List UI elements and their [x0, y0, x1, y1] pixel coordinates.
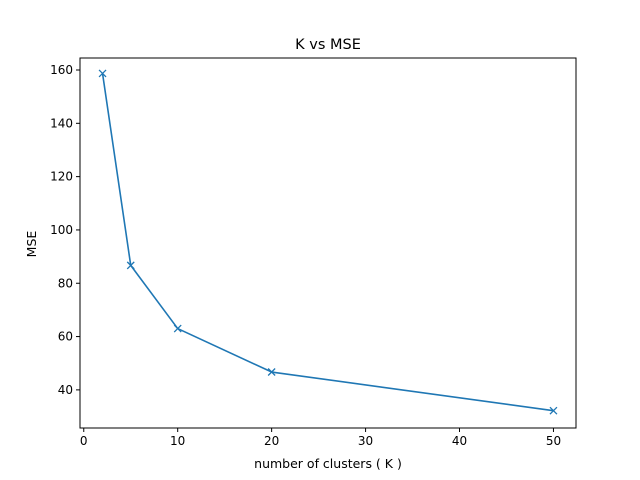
x-tick-label: 30	[358, 434, 373, 448]
y-tick-label: 80	[58, 276, 73, 290]
x-tick-label: 0	[80, 434, 88, 448]
marker-stroke	[126, 261, 135, 270]
y-tick-label: 60	[58, 330, 73, 344]
x-axis-label: number of clusters ( K )	[254, 456, 402, 471]
y-axis-label: MSE	[24, 231, 39, 258]
data-point-marker	[98, 69, 107, 78]
x-tick-label: 50	[546, 434, 561, 448]
y-axis: 40 60 80 100 120 140 160	[50, 63, 80, 397]
chart-title: K vs MSE	[295, 37, 361, 53]
series-line	[101, 73, 554, 412]
marker-stroke	[173, 324, 182, 333]
marker-stroke	[98, 69, 107, 78]
marker-stroke	[267, 368, 276, 376]
data-point-marker	[267, 368, 276, 376]
y-tick-label: 40	[58, 383, 73, 397]
x-tick-label: 40	[452, 434, 467, 448]
y-tick-label: 160	[50, 63, 73, 77]
data-point-marker	[549, 406, 558, 415]
x-tick-label: 20	[264, 434, 279, 448]
plot-area	[98, 69, 558, 415]
data-point-marker	[173, 324, 182, 333]
x-axis: 0 10 20 30 40 50	[80, 428, 561, 448]
marker-stroke	[549, 406, 558, 415]
x-tick-label: 10	[170, 434, 185, 448]
data-point-marker	[126, 261, 135, 270]
y-tick-label: 120	[50, 170, 73, 184]
plot-frame	[79, 57, 577, 429]
y-tick-label: 100	[50, 223, 73, 237]
y-tick-label: 140	[50, 116, 73, 130]
